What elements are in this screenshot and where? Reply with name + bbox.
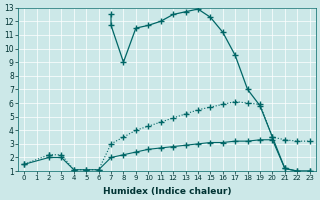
X-axis label: Humidex (Indice chaleur): Humidex (Indice chaleur) [103, 187, 231, 196]
